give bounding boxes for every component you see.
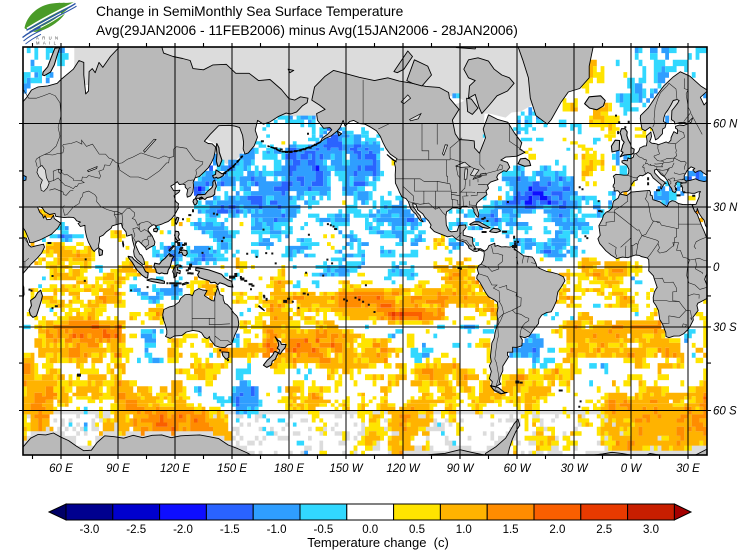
svg-text:Change in SemiMonthly Sea Surf: Change in SemiMonthly Sea Surface Temper…: [96, 4, 404, 19]
svg-text:120 W: 120 W: [386, 463, 420, 475]
svg-text:180 E: 180 E: [274, 463, 304, 475]
svg-text:0 W: 0 W: [621, 463, 643, 475]
svg-text:-3.0: -3.0: [79, 524, 99, 536]
svg-text:60 E: 60 E: [49, 463, 73, 475]
svg-text:-2.0: -2.0: [173, 524, 193, 536]
svg-text:0.0: 0.0: [362, 524, 378, 536]
svg-text:30 E: 30 E: [676, 463, 700, 475]
svg-text:MAIL: MAIL: [36, 41, 59, 46]
svg-text:-0.5: -0.5: [313, 524, 333, 536]
svg-text:30 W: 30 W: [561, 463, 589, 475]
svg-text:30 S: 30 S: [713, 322, 737, 334]
svg-text:1.0: 1.0: [456, 524, 472, 536]
svg-text:0.5: 0.5: [409, 524, 425, 536]
svg-text:Avg(29JAN2006 - 11FEB2006) min: Avg(29JAN2006 - 11FEB2006) minus Avg(15J…: [96, 23, 518, 38]
svg-text:-1.0: -1.0: [267, 524, 287, 536]
svg-text:1.5: 1.5: [503, 524, 519, 536]
svg-text:90 W: 90 W: [447, 463, 475, 475]
svg-text:30 N: 30 N: [713, 202, 738, 214]
svg-text:2.0: 2.0: [549, 524, 565, 536]
svg-text:-2.5: -2.5: [126, 524, 146, 536]
svg-text:60 S: 60 S: [713, 406, 737, 418]
svg-text:-1.5: -1.5: [220, 524, 240, 536]
svg-text:0: 0: [713, 262, 720, 274]
svg-text:150 W: 150 W: [329, 463, 363, 475]
svg-text:Temperature change (c): Temperature change (c): [307, 535, 449, 550]
svg-text:120 E: 120 E: [160, 463, 190, 475]
svg-text:150 E: 150 E: [217, 463, 247, 475]
svg-text:3.0: 3.0: [643, 524, 659, 536]
svg-text:90 E: 90 E: [106, 463, 130, 475]
svg-text:ARUN: ARUN: [36, 36, 61, 41]
svg-text:60 N: 60 N: [713, 119, 738, 131]
svg-text:2.5: 2.5: [596, 524, 612, 536]
svg-text:60 W: 60 W: [504, 463, 532, 475]
